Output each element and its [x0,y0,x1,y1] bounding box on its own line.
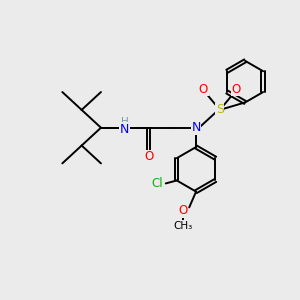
Text: CH₃: CH₃ [173,221,192,231]
Text: H: H [121,117,129,128]
Text: Cl: Cl [151,177,163,190]
Text: O: O [199,82,208,96]
Text: N: N [120,123,129,136]
Text: O: O [178,204,187,218]
Text: S: S [216,103,224,116]
Text: O: O [232,82,241,96]
Text: N: N [191,121,201,134]
Text: O: O [144,150,153,163]
